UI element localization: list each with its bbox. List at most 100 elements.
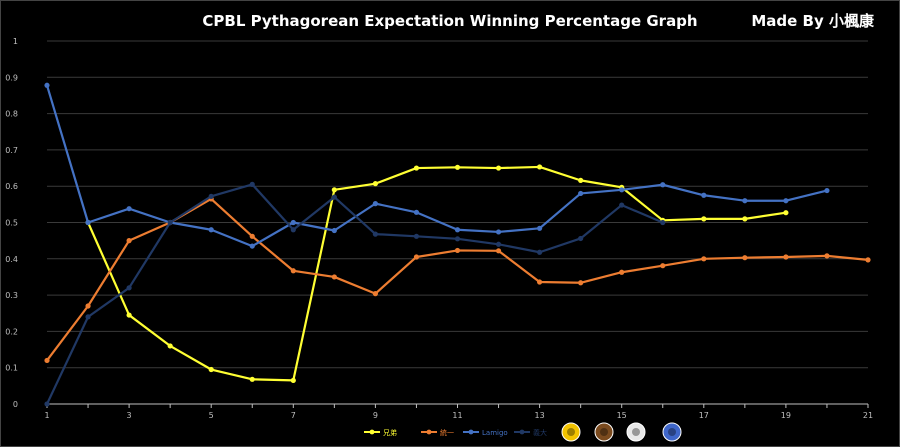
data-point (578, 235, 584, 242)
data-point (824, 187, 830, 194)
x-tick-label: 5 (209, 411, 214, 420)
team-logo-2 (594, 422, 614, 442)
data-point (44, 401, 50, 407)
legend-marker (426, 429, 432, 435)
legend: 兄弟 統一 Lamigo 義大 (364, 428, 547, 437)
team-logo-emblem (632, 428, 640, 436)
y-tick-label: 0.7 (5, 146, 18, 155)
data-point (413, 209, 420, 215)
chart-title: CPBL Pythagorean Expectation Winning Per… (202, 12, 697, 30)
data-point (454, 247, 461, 254)
x-axis: 1 3 5 7 9 11 13 15 17 19 21 (44, 404, 873, 420)
data-point (537, 225, 543, 231)
team-logo-badge (662, 422, 682, 442)
data-point (331, 194, 337, 200)
y-tick-label: 0.5 (5, 219, 18, 228)
data-point (701, 256, 707, 262)
data-point (865, 257, 871, 263)
team-logo-badge (594, 422, 614, 442)
legend-marker (369, 429, 375, 435)
x-tick-label: 3 (127, 411, 132, 420)
data-point (454, 227, 461, 233)
data-point (619, 269, 625, 275)
data-point (85, 314, 91, 320)
data-point (578, 190, 584, 197)
data-point (537, 249, 543, 255)
data-point (331, 274, 337, 280)
data-point (290, 268, 296, 274)
data-point (167, 343, 173, 349)
legend-label: 兄弟 (383, 428, 397, 437)
x-tick-label: 17 (699, 411, 709, 420)
x-tick-label: 1 (44, 411, 49, 420)
team-logos (561, 422, 682, 442)
team-logo-emblem (600, 428, 608, 436)
x-tick-label: 11 (452, 411, 462, 420)
series-line-3 (45, 84, 828, 248)
x-tick-label: 13 (535, 411, 545, 420)
data-point (208, 193, 214, 199)
data-point (290, 219, 296, 226)
data-point (537, 164, 543, 170)
team-logo-3 (626, 422, 646, 442)
data-point (44, 357, 50, 364)
data-point (44, 82, 50, 88)
y-tick-label: 0.3 (5, 291, 18, 300)
x-tick-label: 19 (781, 411, 791, 420)
x-tick-label: 21 (863, 411, 873, 420)
data-point (85, 303, 91, 309)
data-point (701, 216, 707, 222)
data-point (167, 219, 173, 226)
y-tick-label: 1 (13, 37, 18, 46)
team-logo-badge (626, 422, 646, 442)
y-tick-label: 0.1 (5, 364, 18, 373)
y-axis: 0 0.1 0.2 0.3 0.4 0.5 0.6 0.7 0.8 0.9 1 (5, 37, 18, 409)
y-tick-label: 0.6 (5, 182, 18, 191)
data-point (660, 182, 666, 188)
legend-marker (468, 429, 474, 435)
team-logo-emblem (567, 428, 575, 436)
y-tick-label: 0 (13, 400, 18, 409)
data-point (742, 198, 748, 204)
data-point (701, 192, 707, 198)
data-point (331, 187, 337, 193)
data-point (495, 248, 502, 254)
team-logo-badge (561, 422, 581, 442)
data-point (126, 206, 132, 212)
data-point (372, 201, 378, 207)
data-point (249, 376, 255, 382)
data-point (619, 187, 625, 193)
data-point (660, 219, 666, 226)
data-point (290, 227, 296, 233)
series-line-1 (87, 165, 787, 382)
data-point (495, 241, 502, 247)
x-tick-label: 7 (291, 411, 296, 420)
data-point (249, 181, 255, 187)
team-logo-1 (561, 422, 581, 442)
legend-marker (519, 429, 525, 435)
gridlines (47, 40, 868, 405)
data-point (208, 366, 214, 373)
data-point (824, 253, 830, 259)
data-point (413, 233, 420, 239)
data-point (372, 181, 378, 187)
data-point (290, 377, 296, 384)
team-logo-4 (662, 422, 682, 442)
data-point (742, 216, 748, 222)
data-point (126, 238, 132, 244)
data-point (742, 255, 748, 261)
chart-credit: Made By 小楓康 (751, 12, 875, 30)
data-point (578, 177, 584, 183)
y-tick-label: 0.2 (5, 327, 18, 336)
data-point (126, 285, 132, 291)
data-point (783, 254, 789, 260)
y-tick-label: 0.9 (5, 73, 18, 82)
legend-label: 義大 (533, 428, 547, 437)
data-point (372, 231, 378, 237)
data-point (537, 279, 543, 285)
y-tick-label: 0.4 (5, 255, 18, 264)
data-point (495, 165, 502, 171)
data-point (331, 227, 337, 234)
